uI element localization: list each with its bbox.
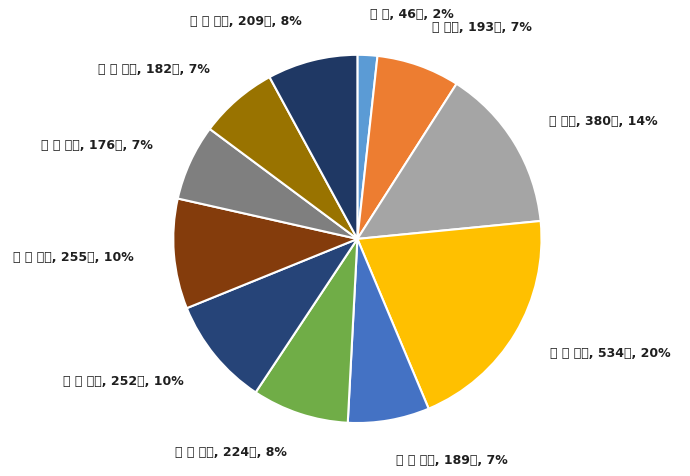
Wedge shape bbox=[357, 84, 541, 239]
Text: ８ ０ 歳～, 209人, 8%: ８ ０ 歳～, 209人, 8% bbox=[190, 15, 302, 28]
Wedge shape bbox=[357, 55, 377, 239]
Text: １ ０ 歳～, 534人, 20%: １ ０ 歳～, 534人, 20% bbox=[551, 347, 671, 360]
Wedge shape bbox=[173, 198, 357, 308]
Text: ６ ０ 歳～, 176人, 7%: ６ ０ 歳～, 176人, 7% bbox=[41, 139, 153, 152]
Wedge shape bbox=[210, 77, 357, 239]
Text: ２ ０ 歳～, 189人, 7%: ２ ０ 歳～, 189人, 7% bbox=[396, 454, 508, 466]
Wedge shape bbox=[357, 56, 457, 239]
Text: ０ 歳, 46人, 2%: ０ 歳, 46人, 2% bbox=[370, 8, 453, 21]
Wedge shape bbox=[187, 239, 357, 392]
Text: １ 歳～, 193人, 7%: １ 歳～, 193人, 7% bbox=[432, 20, 532, 34]
Wedge shape bbox=[357, 221, 542, 409]
Wedge shape bbox=[178, 129, 357, 239]
Text: ５ ０ 歳～, 255人, 10%: ５ ０ 歳～, 255人, 10% bbox=[13, 251, 134, 264]
Wedge shape bbox=[270, 55, 357, 239]
Wedge shape bbox=[348, 239, 428, 423]
Wedge shape bbox=[256, 239, 357, 423]
Text: ７ ０ 歳～, 182人, 7%: ７ ０ 歳～, 182人, 7% bbox=[99, 63, 210, 76]
Text: ３ ０ 歳～, 224人, 8%: ３ ０ 歳～, 224人, 8% bbox=[175, 446, 287, 459]
Text: ５ 歳～, 380人, 14%: ５ 歳～, 380人, 14% bbox=[549, 115, 658, 128]
Text: ４ ０ 歳～, 252人, 10%: ４ ０ 歳～, 252人, 10% bbox=[63, 375, 184, 387]
